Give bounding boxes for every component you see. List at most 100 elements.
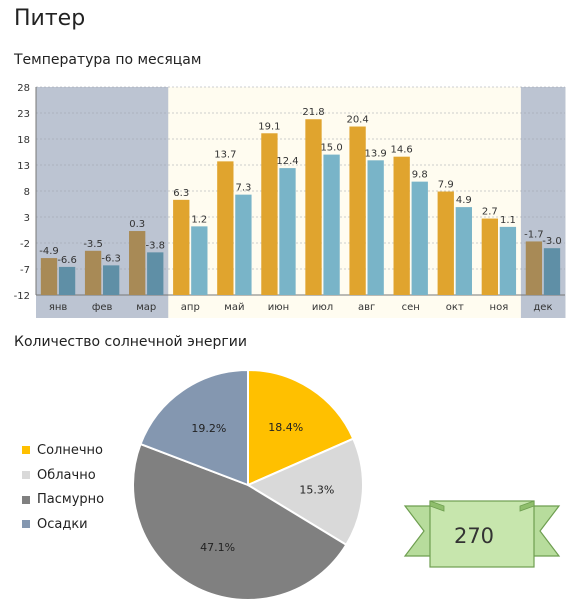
y-tick-label: -12 [14,291,30,302]
bar-value-label: -3.5 [83,239,103,250]
bar-max-temperature [217,161,234,295]
legend-swatch [22,495,30,504]
y-tick-label: 13 [17,161,30,172]
bar-max-temperature [84,250,102,295]
legend-label: Облачно [37,467,96,483]
ribbon-center [429,500,535,568]
bar-value-label: 1.2 [191,214,207,225]
sun-chart-title: Количество солнечной энергии [14,334,247,350]
ribbon-value: 270 [454,524,494,548]
bar-max-temperature [525,241,543,295]
legend-item: Облачно [22,463,104,488]
bar-value-label: 7.3 [235,183,251,194]
legend-swatch [22,446,30,455]
y-tick-label: 28 [17,83,30,94]
pie-slice [245,437,364,547]
bar-max-temperature [393,156,410,295]
x-tick-label: июл [312,302,333,313]
y-tick-label: 18 [17,135,30,146]
bar-value-label: 9.8 [412,170,428,181]
y-tick-label: 23 [17,109,30,120]
legend-label: Пасмурно [37,492,105,508]
bar-max-temperature [261,133,278,295]
temperature-bar-chart: 28 23 18 13 8 3 -2 -7 -12 -4.9-6.6 янв -3.5 -6.3 фев 0… [14,83,566,318]
bar-min-temperature [147,252,164,295]
pie-slice [132,442,348,601]
pie-slice-label: 18.4% [268,421,303,434]
bar-min-temperature [323,154,340,295]
bar-value-label: 4.9 [456,195,472,206]
bar-value-label: 19.1 [258,121,280,132]
x-tick-label: ноя [490,302,509,313]
x-tick-label: сен [402,302,420,313]
page-title: Питер [14,6,86,31]
bar-min-temperature [103,265,120,295]
pie-slice-label: 47.1% [200,541,235,554]
bar-min-temperature [235,194,252,295]
value-ribbon-badge: 270 [403,500,561,568]
pie-slice [247,368,355,487]
pie-slice-label: 15.3% [299,484,334,497]
x-tick-label: июн [268,302,289,313]
ribbon-fold-left [429,500,445,512]
bar-max-temperature [349,126,366,295]
bar-value-label: 13.7 [214,149,236,160]
x-tick-label: фев [92,302,113,313]
x-tick-label: окт [446,302,464,313]
bar-value-label: 13.9 [365,148,387,159]
bar-max-temperature [305,119,322,295]
x-tick-label: апр [181,302,200,313]
bar-value-label: -3.0 [542,236,562,247]
bar-max-temperature [40,258,58,295]
bar-value-label: 6.3 [173,188,189,199]
pie-legend: Солнечно Облачно Пасмурно Осадки [22,438,104,537]
temperature-chart-title: Температура по месяцам [14,52,202,68]
x-tick-label: мар [136,302,156,313]
bar-max-temperature [481,218,498,295]
bar-min-temperature [455,207,472,295]
legend-label: Солнечно [37,442,103,458]
bar-value-label: -1.7 [524,229,544,240]
bar-max-temperature [437,191,454,295]
sun-energy-pie-chart: 18.4% 15.3% 47.1% 19.2% [132,368,364,601]
x-tick-label: авг [358,302,375,313]
bar-value-label: 15.0 [320,143,342,154]
x-tick-label: дек [533,302,552,313]
y-tick-label: 8 [24,187,30,198]
bar-value-label: 1.1 [500,215,516,226]
bar-min-temperature [191,226,208,295]
bar-value-label: 20.4 [346,115,368,126]
legend-item: Пасмурно [22,487,104,512]
legend-item: Осадки [22,512,104,537]
legend-swatch [22,520,30,529]
bar-min-temperature [58,266,76,295]
bar-value-label: -6.3 [101,253,121,264]
bar-min-temperature [411,181,428,295]
bar-value-label: -4.9 [39,246,59,257]
legend-swatch [22,471,30,480]
legend-label: Осадки [37,516,88,532]
x-tick-label: янв [49,302,68,313]
bar-value-label: -3.8 [145,240,165,251]
bar-value-label: -6.6 [57,255,77,266]
bar-min-temperature [279,168,296,295]
bar-min-temperature [367,160,384,295]
bar-value-label: 12.4 [276,156,298,167]
y-tick-label: -2 [20,239,30,250]
ribbon-fold-right [519,500,535,512]
legend-item: Солнечно [22,438,104,463]
bar-value-label: 7.9 [438,180,454,191]
bar-value-label: 14.6 [391,145,413,156]
bar-max-temperature [173,199,190,295]
y-tick-label: 3 [24,213,30,224]
bar-max-temperature [129,231,146,295]
bar-min-temperature [499,226,517,295]
x-tick-label: май [224,302,244,313]
bar-value-label: 2.7 [482,207,498,218]
bar-value-label: 21.8 [302,107,324,118]
y-tick-label: -7 [20,265,30,276]
pie-slice-label: 19.2% [191,422,226,435]
bar-min-temperature [543,248,561,295]
pie-slice [139,368,249,487]
bar-value-label: 0.3 [129,219,145,230]
